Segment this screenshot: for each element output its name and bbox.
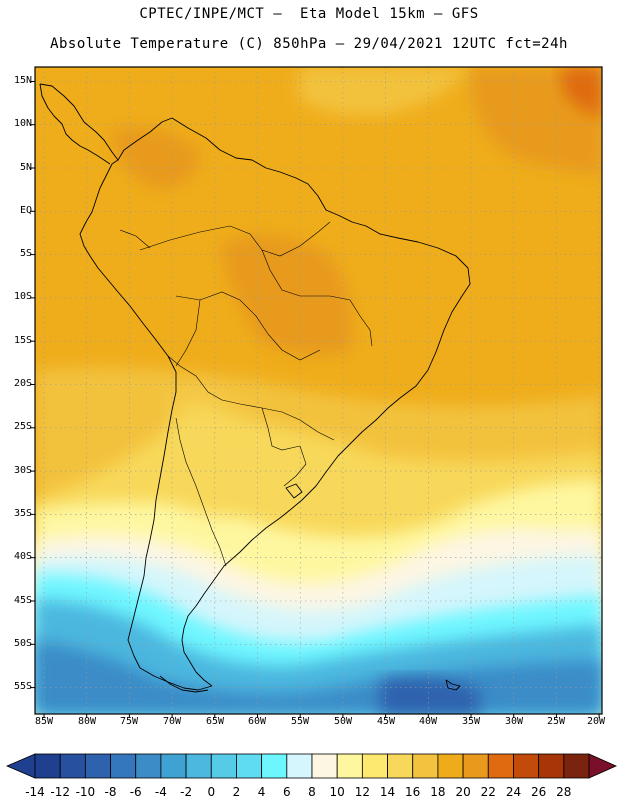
lon-label-30w: 30W	[504, 716, 524, 727]
lon-label-70w: 70W	[162, 716, 182, 727]
lon-label-65w: 65W	[205, 716, 225, 727]
colorbar-cell	[261, 753, 288, 779]
colorbar-label: -10	[75, 785, 96, 799]
lat-label-10n: 10N	[13, 118, 32, 129]
lon-label-50w: 50W	[333, 716, 353, 727]
colorbar-cell	[462, 753, 489, 779]
colorbar-high-arrow	[588, 753, 617, 779]
lat-label-40s: 40S	[13, 551, 32, 562]
colorbar-cell	[361, 753, 388, 779]
colorbar-cell	[210, 753, 237, 779]
temperature-field	[35, 67, 602, 714]
lon-label-55w: 55W	[290, 716, 310, 727]
colorbar-label: 22	[480, 785, 496, 799]
colorbar-label: 18	[430, 785, 446, 799]
lon-label-35w: 35W	[461, 716, 481, 727]
colorbar-cell	[135, 753, 162, 779]
colorbar-label: 26	[530, 785, 547, 799]
lat-label-50s: 50S	[13, 638, 32, 649]
coastlines	[39, 83, 471, 693]
colorbar	[5, 753, 617, 779]
colorbar-label: 8	[308, 785, 316, 799]
colorbar-label: 2	[232, 785, 241, 799]
colorbar-cell	[59, 753, 86, 779]
lon-label-75w: 75W	[119, 716, 139, 727]
lon-label-80w: 80W	[77, 716, 97, 727]
colorbar-cell	[34, 753, 61, 779]
colorbar-label: 6	[282, 785, 291, 799]
lat-label-10s: 10S	[13, 291, 32, 302]
colorbar-cell	[513, 753, 540, 779]
map-frame	[34, 66, 603, 715]
colorbar-label: -6	[129, 785, 142, 799]
country-borders	[119, 221, 373, 567]
lat-label-20s: 20S	[13, 378, 32, 389]
title-line-2: Absolute Temperature (C) 850hPa – 29/04/…	[50, 36, 568, 52]
lon-label-45w: 45W	[376, 716, 396, 727]
colorbar-low-arrow	[5, 753, 36, 779]
colorbar-cell	[236, 753, 263, 779]
colorbar-cell	[84, 753, 111, 779]
lat-label-45s: 45S	[13, 595, 32, 606]
colorbar-label: 10	[329, 785, 345, 799]
lat-label-55s: 55S	[13, 681, 32, 692]
colorbar-label: 28	[556, 785, 572, 799]
colorbar-cell	[185, 753, 212, 779]
colorbar-label: -8	[104, 785, 117, 799]
lat-label-5s: 5S	[19, 248, 32, 259]
colorbar-cell	[538, 753, 565, 779]
colorbar-label: 4	[257, 785, 266, 799]
colorbar-label: 20	[455, 785, 471, 799]
colorbar-label: -12	[50, 785, 70, 799]
lon-label-40w: 40W	[418, 716, 438, 727]
colorbar-cell	[286, 753, 313, 779]
lat-label-35s: 35S	[13, 508, 32, 519]
colorbar-cell	[110, 753, 137, 779]
colorbar-label: 16	[405, 785, 421, 799]
lat-label-25s: 25S	[13, 421, 32, 432]
lat-label-15n: 15N	[13, 75, 32, 86]
colorbar-cell	[563, 753, 590, 779]
axis-ticks	[30, 81, 600, 718]
colorbar-cell	[487, 753, 514, 779]
colorbar-cell	[412, 753, 439, 779]
lat-label-30s: 30S	[13, 465, 32, 476]
lat-label-eq: EQ	[19, 205, 32, 216]
colorbar-cell	[160, 753, 187, 779]
colorbar-label: 12	[354, 785, 371, 799]
colorbar-label: 14	[379, 785, 396, 799]
colorbar-label: -4	[154, 785, 167, 799]
colorbar-label: 24	[505, 785, 522, 799]
colorbar-cell	[336, 753, 363, 779]
colorbar-label: 0	[207, 785, 216, 799]
lat-label-5n: 5N	[19, 162, 32, 173]
colorbar-cells	[34, 753, 590, 779]
colorbar-cell	[311, 753, 338, 779]
colorbar-label: -14	[25, 785, 45, 799]
colorbar-cell	[437, 753, 464, 779]
colorbar-label: -2	[180, 785, 193, 799]
lon-label-85w: 85W	[34, 716, 54, 727]
lon-label-20w: 20W	[586, 716, 606, 727]
title-line-1: CPTEC/INPE/MCT – Eta Model 15km – GFS	[139, 6, 479, 22]
colorbar-cell	[387, 753, 414, 779]
lon-label-25w: 25W	[546, 716, 566, 727]
lon-label-60w: 60W	[247, 716, 267, 727]
lat-label-15s: 15S	[13, 335, 32, 346]
